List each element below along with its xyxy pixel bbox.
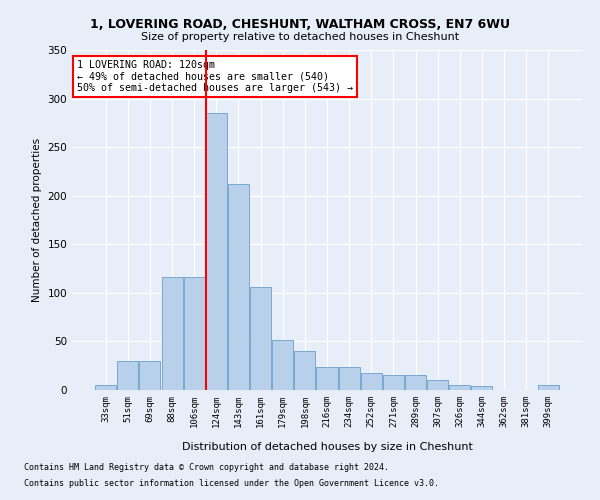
Bar: [472, 386, 493, 390]
Bar: [316, 366, 338, 390]
Bar: [338, 366, 359, 390]
Bar: [161, 278, 182, 390]
Y-axis label: Number of detached properties: Number of detached properties: [32, 138, 42, 302]
Bar: [206, 113, 227, 390]
Text: 1 LOVERING ROAD: 120sqm
← 49% of detached houses are smaller (540)
50% of semi-d: 1 LOVERING ROAD: 120sqm ← 49% of detache…: [77, 60, 353, 94]
Bar: [405, 376, 426, 390]
Bar: [184, 278, 205, 390]
Bar: [250, 287, 271, 390]
Text: 1, LOVERING ROAD, CHESHUNT, WALTHAM CROSS, EN7 6WU: 1, LOVERING ROAD, CHESHUNT, WALTHAM CROS…: [90, 18, 510, 30]
Bar: [383, 376, 404, 390]
Bar: [538, 385, 559, 390]
Bar: [228, 184, 249, 390]
Bar: [427, 380, 448, 390]
Text: Distribution of detached houses by size in Cheshunt: Distribution of detached houses by size …: [182, 442, 472, 452]
Text: Size of property relative to detached houses in Cheshunt: Size of property relative to detached ho…: [141, 32, 459, 42]
Bar: [449, 385, 470, 390]
Bar: [118, 361, 139, 390]
Text: Contains public sector information licensed under the Open Government Licence v3: Contains public sector information licen…: [24, 478, 439, 488]
Bar: [295, 351, 316, 390]
Bar: [361, 372, 382, 390]
Text: Contains HM Land Registry data © Crown copyright and database right 2024.: Contains HM Land Registry data © Crown c…: [24, 464, 389, 472]
Bar: [272, 340, 293, 390]
Bar: [139, 361, 160, 390]
Bar: [95, 385, 116, 390]
